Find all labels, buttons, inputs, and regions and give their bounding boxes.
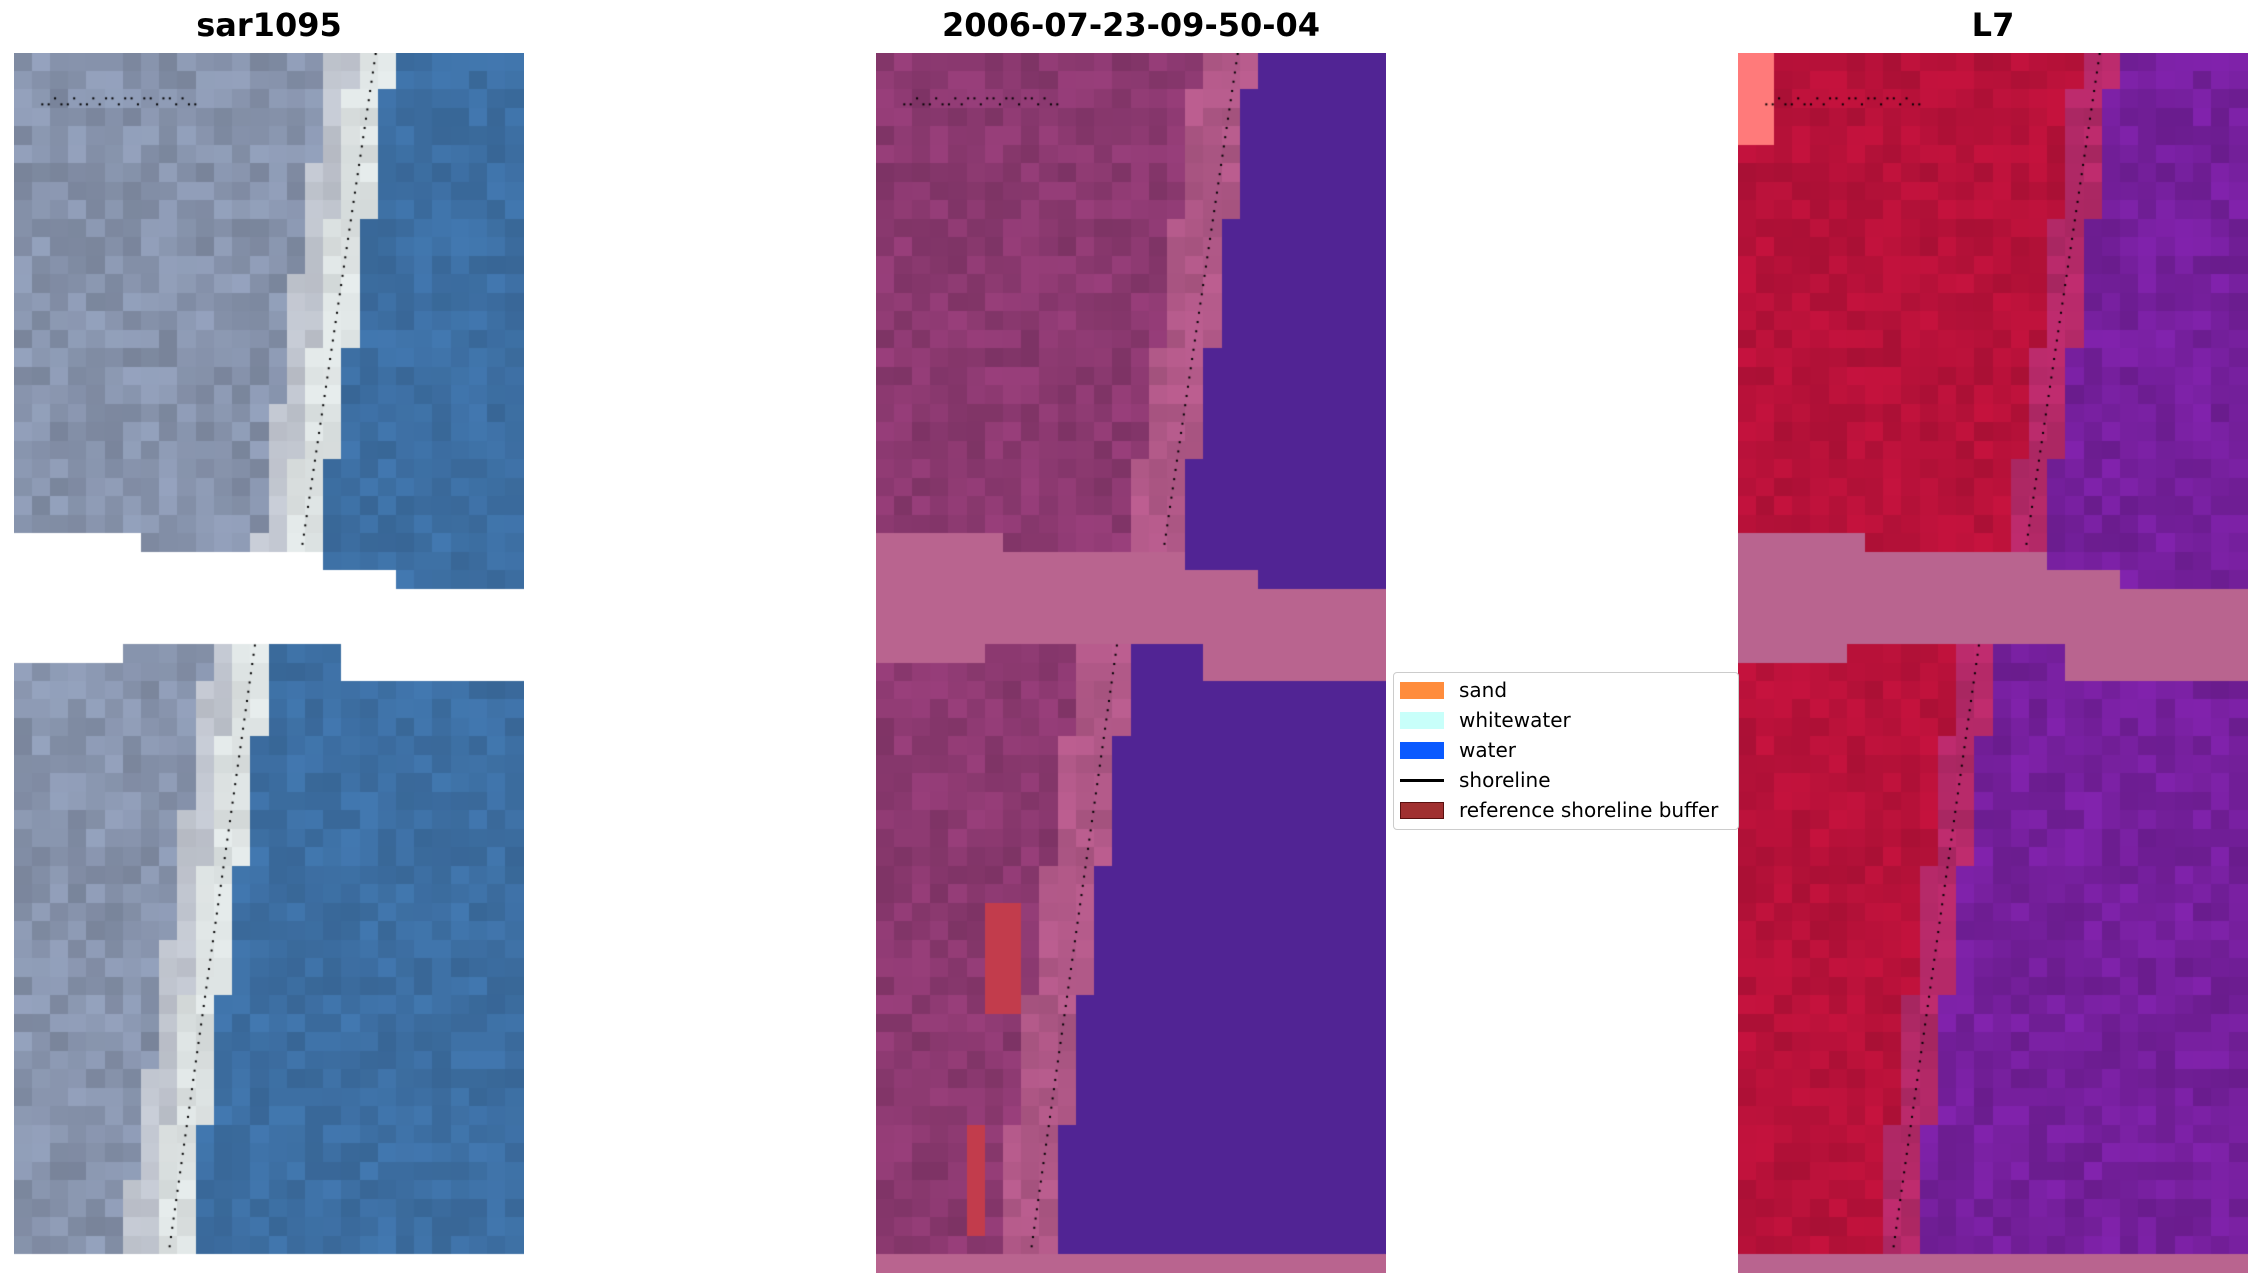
whitewater-swatch [1400,711,1444,729]
legend: sand whitewater water shoreline referenc… [1393,672,1739,830]
panel-title-rgb: sar1095 [196,6,342,44]
legend-label: shoreline [1459,768,1551,792]
legend-item-buffer: reference shoreline buffer [1400,798,1719,822]
classified-image [876,53,1386,1273]
panel-title-index: L7 [1971,6,2015,44]
index-image-panel [1738,53,2248,1273]
buffer-swatch [1400,801,1444,819]
rgb-image-panel [14,53,524,1273]
legend-label: whitewater [1459,708,1571,732]
index-image [1738,53,2248,1273]
legend-label: reference shoreline buffer [1459,798,1719,822]
legend-item-sand: sand [1400,678,1508,702]
legend-item-shoreline: shoreline [1400,768,1551,792]
shoreline-line-swatch [1400,778,1444,782]
panel-title-classified: 2006-07-23-09-50-04 [941,6,1321,44]
sand-swatch [1400,681,1444,699]
legend-item-whitewater: whitewater [1400,708,1571,732]
legend-item-water: water [1400,738,1516,762]
classified-image-panel [876,53,1386,1273]
legend-label: sand [1459,678,1508,702]
water-swatch [1400,741,1444,759]
legend-label: water [1459,738,1516,762]
rgb-image [14,53,524,1273]
